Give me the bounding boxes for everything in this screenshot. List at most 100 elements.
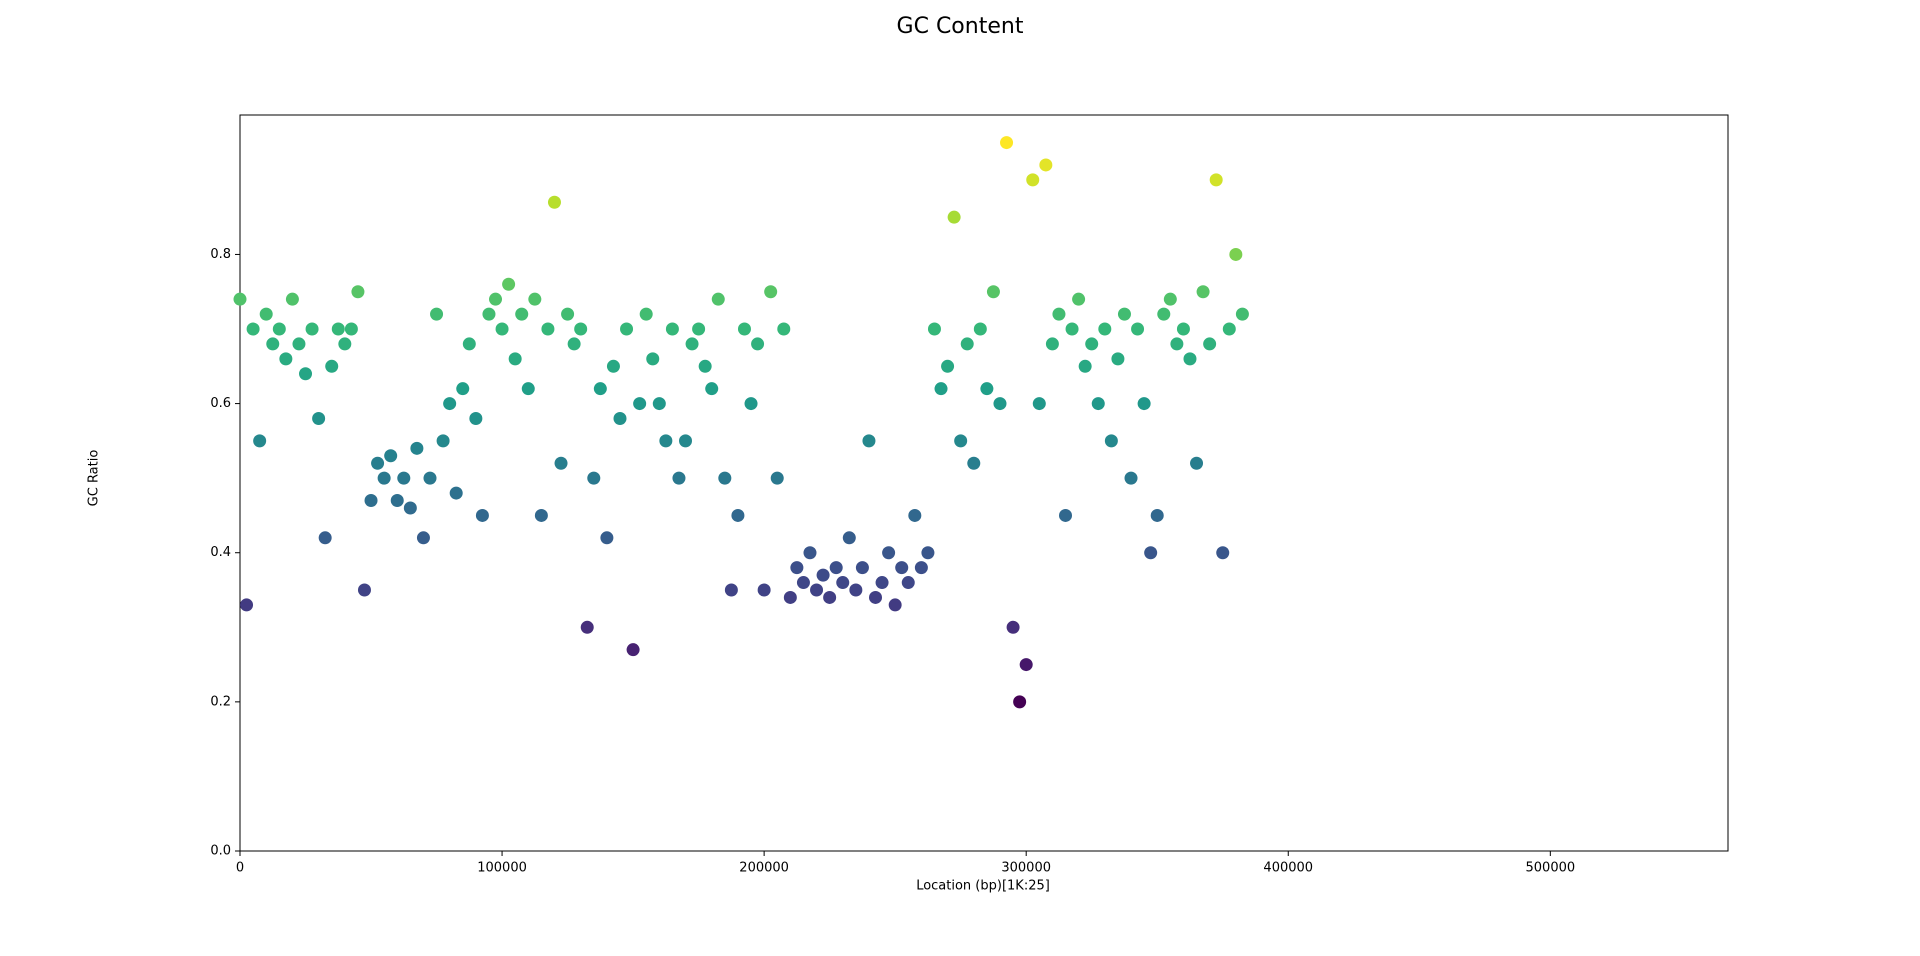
point xyxy=(934,382,948,396)
point xyxy=(803,546,817,560)
point xyxy=(986,285,1000,299)
point xyxy=(305,322,319,336)
x-tick-label: 0 xyxy=(236,861,244,876)
point xyxy=(1072,292,1086,306)
point xyxy=(299,367,313,381)
point xyxy=(1059,508,1073,522)
point xyxy=(443,397,457,411)
point xyxy=(921,546,935,560)
point xyxy=(862,434,876,448)
point xyxy=(489,292,503,306)
point xyxy=(279,352,293,366)
point xyxy=(475,508,489,522)
point xyxy=(541,322,555,336)
point xyxy=(600,531,614,545)
point xyxy=(1137,397,1151,411)
point xyxy=(397,471,411,485)
point xyxy=(685,337,699,351)
point xyxy=(1183,352,1197,366)
point xyxy=(737,322,751,336)
point xyxy=(240,598,254,612)
point xyxy=(1203,337,1217,351)
point xyxy=(679,434,693,448)
point xyxy=(1032,397,1046,411)
point xyxy=(823,590,837,604)
point xyxy=(901,576,915,590)
chart-title: GC Content xyxy=(897,14,1024,39)
point xyxy=(233,292,247,306)
y-tick-label: 0.2 xyxy=(210,694,231,709)
point xyxy=(502,277,516,291)
point xyxy=(1117,307,1131,321)
point xyxy=(1045,337,1059,351)
point xyxy=(1006,620,1020,634)
point xyxy=(613,411,627,425)
point xyxy=(1078,359,1092,373)
point xyxy=(508,352,522,366)
point xyxy=(534,508,548,522)
point xyxy=(449,486,463,500)
point xyxy=(351,285,365,299)
point xyxy=(1019,658,1033,672)
point xyxy=(1026,173,1040,187)
point xyxy=(371,456,385,470)
point xyxy=(462,337,476,351)
point xyxy=(711,292,725,306)
point xyxy=(521,382,535,396)
point xyxy=(1157,307,1171,321)
point xyxy=(246,322,260,336)
point xyxy=(744,397,758,411)
point xyxy=(1085,337,1099,351)
point xyxy=(1039,158,1053,172)
point xyxy=(914,561,928,575)
point xyxy=(456,382,470,396)
point xyxy=(947,210,961,224)
point xyxy=(1176,322,1190,336)
point xyxy=(554,456,568,470)
point xyxy=(331,322,345,336)
point xyxy=(561,307,575,321)
point xyxy=(672,471,686,485)
point xyxy=(993,397,1007,411)
point xyxy=(593,382,607,396)
point xyxy=(1229,247,1243,261)
point xyxy=(528,292,542,306)
point xyxy=(1190,456,1204,470)
point xyxy=(587,471,601,485)
point xyxy=(567,337,581,351)
point xyxy=(430,307,444,321)
point xyxy=(1131,322,1145,336)
point xyxy=(633,397,647,411)
point xyxy=(266,337,280,351)
point xyxy=(757,583,771,597)
point xyxy=(849,583,863,597)
point xyxy=(390,494,404,508)
point xyxy=(344,322,358,336)
point xyxy=(1150,508,1164,522)
point xyxy=(980,382,994,396)
point xyxy=(1013,695,1027,709)
point xyxy=(1111,352,1125,366)
point xyxy=(960,337,974,351)
point xyxy=(469,411,483,425)
point xyxy=(927,322,941,336)
point xyxy=(698,359,712,373)
point xyxy=(620,322,634,336)
point xyxy=(724,583,738,597)
point xyxy=(1104,434,1118,448)
x-tick-label: 100000 xyxy=(477,861,527,876)
point xyxy=(1216,546,1230,560)
point xyxy=(312,411,326,425)
x-tick-label: 300000 xyxy=(1001,861,1051,876)
point xyxy=(403,501,417,515)
point xyxy=(941,359,955,373)
point xyxy=(1098,322,1112,336)
point xyxy=(908,508,922,522)
point xyxy=(967,456,981,470)
point xyxy=(973,322,987,336)
point xyxy=(731,508,745,522)
point xyxy=(665,322,679,336)
point xyxy=(954,434,968,448)
y-tick-label: 0.6 xyxy=(210,396,231,411)
